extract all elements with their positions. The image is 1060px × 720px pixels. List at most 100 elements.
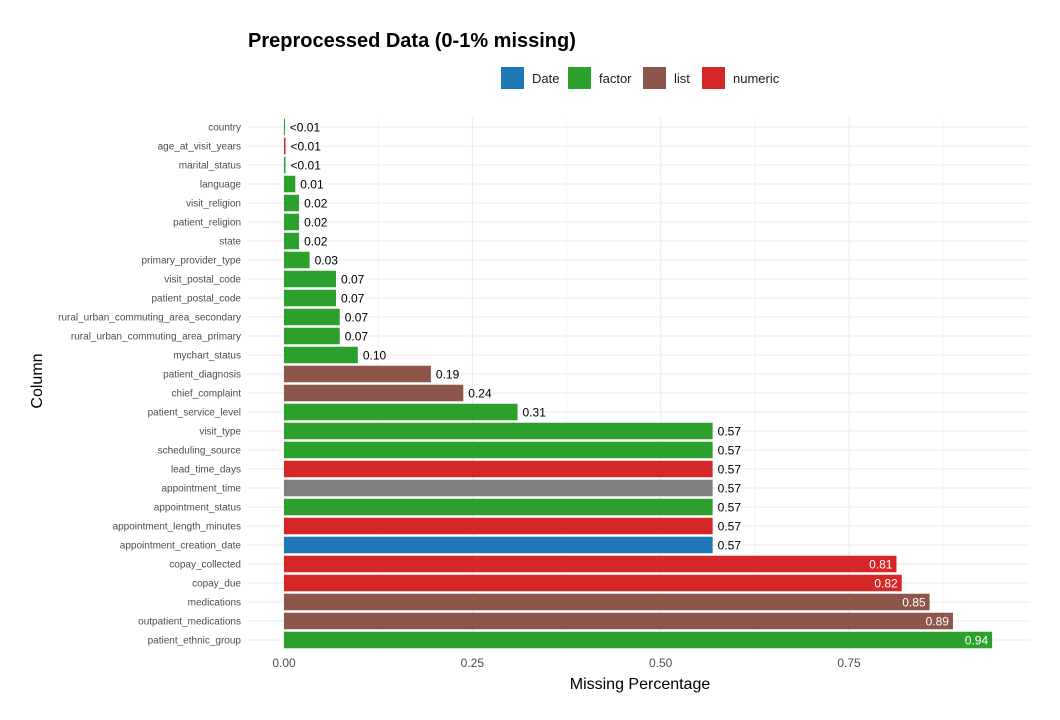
- legend-swatch-list: [643, 67, 666, 89]
- bar-value-label: <0.01: [290, 120, 321, 134]
- bar-marital_status: [284, 156, 286, 174]
- bar-value-label: 0.02: [304, 215, 328, 229]
- legend-label: Date: [532, 71, 559, 86]
- y-tick-label: visit_religion: [186, 199, 241, 210]
- legend-label: factor: [599, 71, 632, 86]
- bar-primary_provider_type: [284, 251, 310, 269]
- bar-rural_urban_commuting_area_secondary: [284, 308, 340, 326]
- bar-value-label: 0.57: [718, 538, 742, 552]
- x-tick-label: 0.25: [461, 656, 485, 670]
- bar-patient_postal_code: [284, 289, 336, 307]
- y-axis-title: Column: [29, 353, 46, 408]
- y-tick-label: appointment_length_minutes: [113, 522, 241, 533]
- y-tick-label: chief_complaint: [172, 389, 242, 400]
- bar-mychart_status: [284, 346, 358, 364]
- bar-patient_religion: [284, 213, 300, 231]
- bar-value-label: 0.57: [718, 481, 742, 495]
- legend: Date factor list numeric: [501, 67, 780, 89]
- bar-value-label: 0.57: [718, 500, 742, 514]
- bar-value-label: 0.03: [315, 253, 339, 267]
- y-tick-label: appointment_status: [154, 503, 241, 514]
- bar-value-label: 0.57: [718, 462, 742, 476]
- bar-lead_time_days: [284, 460, 713, 478]
- y-tick-label: copay_due: [192, 579, 241, 590]
- y-tick-label: patient_ethnic_group: [148, 636, 242, 647]
- y-tick-label: marital_status: [179, 161, 241, 172]
- bar-value-label: 0.85: [902, 595, 926, 609]
- bar-value-label: 0.31: [523, 405, 547, 419]
- y-tick-label: language: [200, 180, 242, 191]
- bar-value-label: 0.89: [926, 614, 950, 628]
- bar-copay_due: [284, 574, 902, 592]
- legend-swatch-date: [501, 67, 524, 89]
- bar-value-label: 0.57: [718, 424, 742, 438]
- y-tick-label: age_at_visit_years: [158, 142, 241, 153]
- x-tick-label: 0.50: [649, 656, 673, 670]
- bar-language: [284, 175, 296, 193]
- bar-rural_urban_commuting_area_primary: [284, 327, 340, 345]
- bar-state: [284, 232, 300, 250]
- bar-value-label: 0.02: [304, 234, 328, 248]
- y-axis-tick-labels: country age_at_visit_years marital_statusl…: [58, 123, 241, 647]
- y-tick-label: medications: [188, 598, 241, 609]
- bar-country: [284, 118, 285, 136]
- y-tick-label: appointment_time: [162, 484, 242, 495]
- y-tick-label: state: [219, 237, 241, 248]
- x-tick-label: 0.75: [837, 656, 861, 670]
- bar-value-label: 0.01: [300, 177, 324, 191]
- bar-value-label: 0.81: [869, 557, 893, 571]
- bar-value-label: <0.01: [291, 158, 322, 172]
- bar-copay_collected: [284, 555, 897, 573]
- bar-patient_ethnic_group: [284, 631, 993, 649]
- bars: <0.01<0.01<0.010.010.020.020.020.030.070…: [284, 118, 993, 649]
- y-tick-label: scheduling_source: [158, 446, 242, 457]
- bar-value-label: 0.07: [345, 329, 369, 343]
- bar-visit_religion: [284, 194, 300, 212]
- x-tick-label: 0.00: [272, 656, 296, 670]
- bar-age_at_visit_years: [284, 137, 286, 155]
- y-tick-label: rural_urban_commuting_area_secondary: [58, 313, 241, 324]
- y-tick-label: lead_time_days: [171, 465, 241, 476]
- bar-value-label: 0.07: [341, 291, 365, 305]
- y-tick-label: visit_type: [199, 427, 241, 438]
- bar-value-label: 0.94: [965, 633, 989, 647]
- y-tick-label: outpatient_medications: [138, 617, 241, 628]
- bar-visit_postal_code: [284, 270, 336, 288]
- bar-appointment_length_minutes: [284, 517, 713, 535]
- bar-chief_complaint: [284, 384, 464, 402]
- y-tick-label: visit_postal_code: [164, 275, 241, 286]
- bar-visit_type: [284, 422, 713, 440]
- bar-value-label: 0.57: [718, 443, 742, 457]
- legend-label: list: [674, 71, 690, 86]
- y-tick-label: patient_religion: [173, 218, 241, 229]
- y-tick-label: copay_collected: [169, 560, 241, 571]
- legend-swatch-numeric: [702, 67, 725, 89]
- y-tick-label: country: [208, 123, 241, 134]
- bar-value-label: 0.07: [345, 310, 369, 324]
- legend-label: numeric: [733, 71, 780, 86]
- bar-value-label: 0.10: [363, 348, 387, 362]
- y-tick-label: mychart_status: [173, 351, 241, 362]
- y-tick-label: patient_postal_code: [151, 294, 241, 305]
- bar-medications: [284, 593, 930, 611]
- bar-appointment_creation_date: [284, 536, 713, 554]
- y-tick-label: patient_service_level: [148, 408, 241, 419]
- y-tick-label: primary_provider_type: [142, 256, 242, 267]
- bar-patient_diagnosis: [284, 365, 431, 383]
- bar-scheduling_source: [284, 441, 713, 459]
- y-tick-label: appointment_creation_date: [120, 541, 242, 552]
- bar-value-label: 0.07: [341, 272, 365, 286]
- bar-value-label: 0.02: [304, 196, 328, 210]
- chart-title: Preprocessed Data (0-1% missing): [248, 30, 576, 52]
- bar-value-label: 0.24: [468, 386, 492, 400]
- y-tick-label: patient_diagnosis: [163, 370, 241, 381]
- bar-outpatient_medications: [284, 612, 953, 630]
- bar-appointment_status: [284, 498, 713, 516]
- bar-appointment_time: [284, 479, 713, 497]
- bar-value-label: <0.01: [291, 139, 322, 153]
- x-axis-tick-labels: 0.00 0.25 0.50 0.75: [272, 656, 861, 670]
- bar-value-label: 0.57: [718, 519, 742, 533]
- bar-patient_service_level: [284, 403, 518, 421]
- legend-swatch-factor: [568, 67, 591, 89]
